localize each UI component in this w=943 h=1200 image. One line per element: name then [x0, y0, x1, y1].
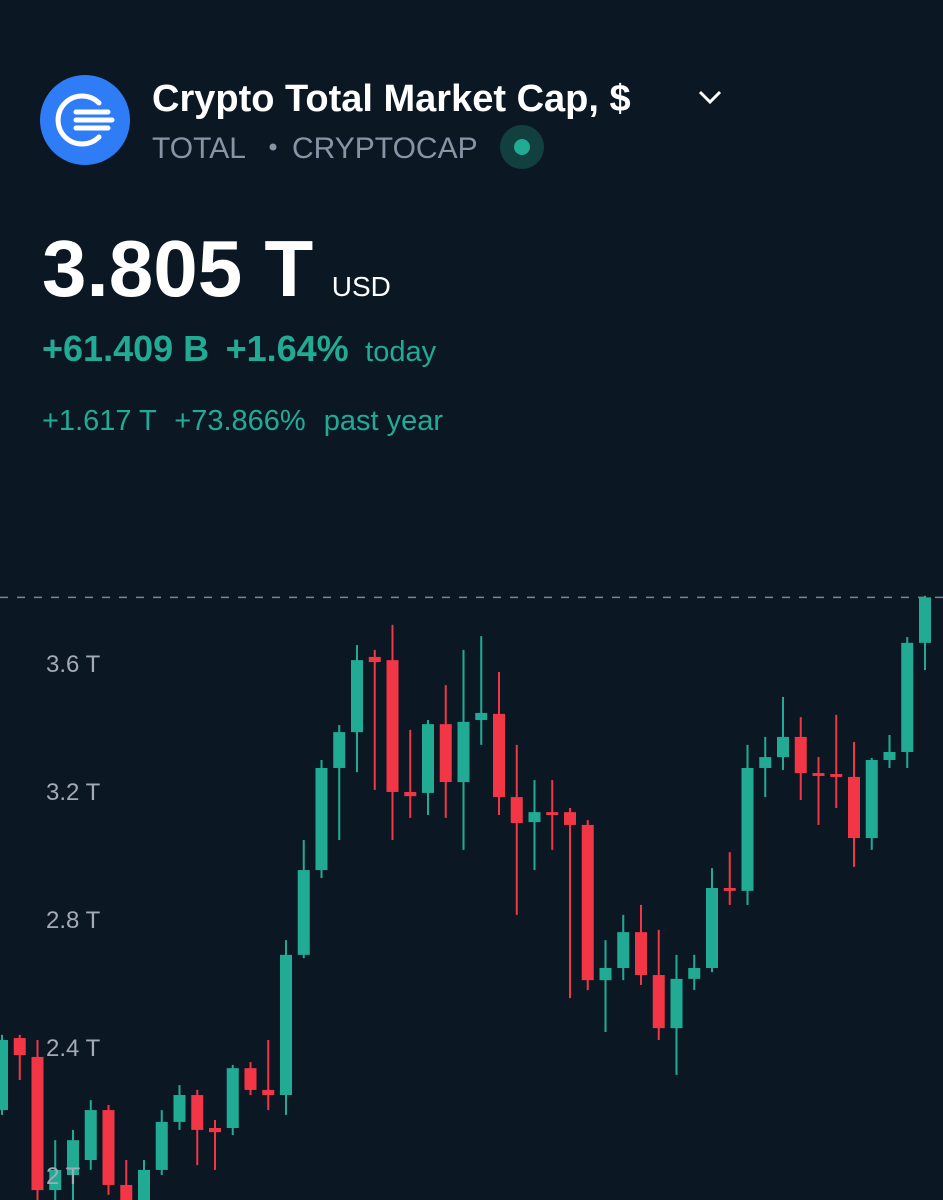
year-change-pct: +73.866% [174, 405, 305, 437]
candle-body [599, 967, 612, 981]
candle-body [723, 887, 736, 891]
candle-body [138, 1169, 150, 1200]
status-dot [514, 139, 530, 155]
candlestick-chart[interactable] [0, 595, 943, 1200]
candle-body [31, 1056, 44, 1191]
candle-body [84, 1110, 97, 1160]
candle-body [635, 932, 647, 976]
candle-body [297, 870, 310, 955]
candle-body [919, 597, 931, 643]
candle-body [528, 812, 541, 823]
candle-body [546, 812, 559, 816]
candle-body [244, 1068, 257, 1090]
year-change-abs: +1.617 T [42, 405, 157, 437]
candle-body [883, 751, 896, 760]
candle-body [901, 642, 914, 752]
y-tick-label: 3.6 T [46, 651, 101, 678]
candle-body [191, 1095, 204, 1130]
candle-body [49, 1169, 62, 1191]
candle-body [368, 656, 381, 663]
dropdown-chevron[interactable] [698, 90, 722, 105]
y-tick-label: 2 T [46, 1163, 81, 1190]
candle-body [439, 724, 452, 783]
currency: USD [332, 271, 391, 302]
y-tick-label: 3.2 T [46, 779, 101, 806]
year-period: past year [324, 405, 444, 437]
candle-body [564, 812, 576, 825]
candle-body [794, 736, 807, 774]
symbol-header[interactable]: Crypto Total Market Cap, $ TOTAL CRYPTOC… [40, 75, 722, 169]
y-tick-label: 2.8 T [46, 907, 101, 934]
candle-body [830, 774, 843, 777]
price-line: 3.805 T USD [42, 224, 391, 313]
candle-body [812, 773, 825, 776]
candle-body [226, 1068, 239, 1128]
candle-body [652, 975, 665, 1029]
exchange: CRYPTOCAP [292, 132, 478, 165]
daily-change: +61.409 B +1.64% today [42, 328, 437, 369]
y-tick-label: 2.4 T [46, 1035, 101, 1062]
candle-body [173, 1095, 186, 1122]
symbol-subtitle: TOTAL CRYPTOCAP [152, 132, 478, 165]
candle-body [102, 1110, 115, 1185]
candle-body [67, 1140, 79, 1176]
candle-body [120, 1184, 133, 1200]
symbol-code: TOTAL [152, 132, 245, 165]
change-pct: +1.64% [226, 328, 349, 369]
candle-body [510, 797, 523, 824]
icon-glyph [55, 93, 115, 147]
y-axis: 2 T 2.4 T 2.8 T 3.2 T 3.6 T [46, 651, 101, 1190]
candle-body [581, 824, 594, 981]
candle-body [315, 767, 328, 871]
candle-body [865, 759, 878, 839]
candle-body [617, 932, 630, 968]
candle-body [475, 712, 488, 720]
candle-body [493, 713, 505, 798]
candle-body [155, 1121, 168, 1170]
candle-body [280, 954, 292, 1096]
candle-body [333, 732, 346, 768]
price: 3.805 T [42, 224, 313, 313]
candle-body [670, 978, 683, 1029]
candle-body [777, 736, 789, 758]
candle-body [351, 660, 363, 733]
candle-body [13, 1038, 26, 1056]
candle-body [404, 791, 417, 797]
candle-body [457, 721, 470, 783]
candle-body [0, 1039, 8, 1111]
candle-body [386, 660, 399, 792]
candle-body [759, 757, 772, 768]
candle-body [848, 776, 860, 839]
candle-body [209, 1127, 221, 1133]
candle-body [422, 724, 434, 793]
separator-dot [269, 143, 277, 151]
yearly-change: +1.617 T +73.866% past year [42, 405, 443, 437]
candle-body [262, 1089, 275, 1096]
change-period: today [365, 336, 436, 368]
change-abs: +61.409 B [42, 328, 209, 369]
symbol-title: Crypto Total Market Cap, $ [152, 78, 631, 120]
candle-body [741, 767, 754, 891]
candle-body [688, 967, 701, 979]
candle-body [706, 887, 718, 968]
